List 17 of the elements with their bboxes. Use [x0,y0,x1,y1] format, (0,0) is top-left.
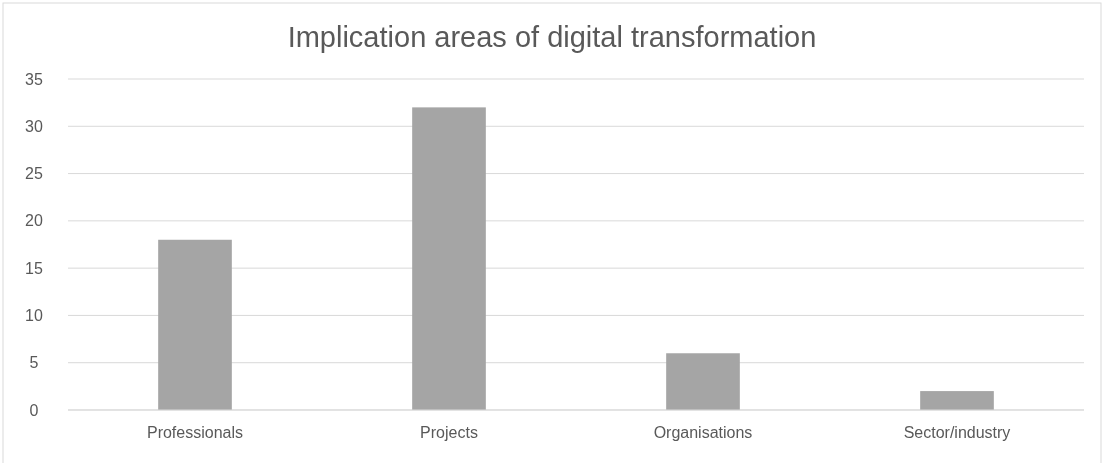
bar [412,107,486,410]
x-tick-label: Sector/industry [903,424,1011,441]
x-tick-label: Organisations [653,424,753,441]
y-tick-label: 0 [29,401,39,419]
y-tick-label: 35 [25,70,43,88]
x-tick-label: Projects [420,424,478,441]
y-tick-label: 15 [25,259,43,277]
y-tick-label: 30 [25,117,43,135]
y-tick-label: 5 [29,354,39,372]
bar [158,239,232,410]
x-tick-label: Professionals [146,424,244,441]
chart-title: Implication areas of digital transformation [287,21,817,53]
bar [666,353,740,410]
bar [920,391,994,410]
y-tick-label: 20 [25,212,43,230]
y-tick-label: 10 [25,307,43,325]
y-tick-label: 25 [25,165,43,183]
